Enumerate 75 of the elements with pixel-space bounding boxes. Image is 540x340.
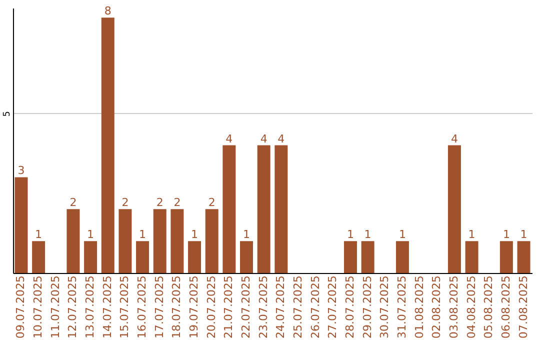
data-label: 1 [398,228,406,242]
x-tick-label: 04.08.2025 [464,276,478,338]
x-tick-label: 02.08.2025 [430,276,444,338]
bar [500,241,513,273]
bar [66,209,80,273]
data-label: 2 [156,196,164,210]
bar [257,145,270,273]
x-tick-label: 12.07.2025 [66,276,80,338]
bar [240,241,254,273]
x-tick-label: 26.07.2025 [308,276,322,338]
data-label: 1 [139,228,146,242]
x-tick-label: 15.07.2025 [118,276,132,338]
data-label: 1 [191,228,198,242]
x-tick-label: 19.07.2025 [188,276,201,338]
x-tick-label: 03.08.2025 [447,276,460,338]
x-tick-label: 01.08.2025 [412,276,426,338]
bar [118,209,132,273]
x-tick-label: 18.07.2025 [170,276,184,338]
bar [32,241,46,273]
data-label: 1 [364,228,372,242]
data-label: 8 [104,4,112,18]
x-tick-label: 20.07.2025 [204,276,218,338]
x-tick-label: 31.07.2025 [395,276,408,338]
bar [517,241,530,273]
bar [153,209,166,273]
x-tick-label: 05.08.2025 [482,276,496,338]
x-tick-label: 17.07.2025 [152,276,166,338]
data-label: 1 [502,228,510,242]
data-label: 4 [278,132,285,146]
x-tick-label: 14.07.2025 [100,276,114,338]
x-tick-label: 28.07.2025 [343,276,356,338]
y-tick-label: 5 [2,110,12,117]
x-tick-label: 16.07.2025 [136,276,149,338]
bar [448,145,461,273]
bar [465,241,478,273]
data-label: 1 [520,228,528,242]
bar [396,241,409,273]
x-tick-label: 27.07.2025 [326,276,340,338]
x-tick-label: 29.07.2025 [360,276,374,338]
bar [101,18,114,273]
bar [222,145,236,273]
x-tick-label: 21.07.2025 [222,276,236,338]
x-tick-label: 25.07.2025 [291,276,304,338]
bar [136,241,150,273]
data-label: 4 [260,132,268,146]
x-tick-label: 23.07.2025 [256,276,270,338]
data-label: 2 [208,196,216,210]
bar [361,241,374,273]
x-tick-label: 06.08.2025 [499,276,512,338]
bar [170,209,184,273]
x-tick-label: 10.07.2025 [32,276,45,338]
bar [344,241,357,273]
data-label: 1 [243,228,250,242]
data-label: 1 [468,228,476,242]
bar [84,241,98,273]
data-label: 3 [18,164,25,178]
data-label: 2 [122,196,129,210]
bar [188,241,202,273]
data-label: 2 [70,196,77,210]
data-label: 1 [35,228,42,242]
x-tick-label: 11.07.2025 [48,276,62,338]
data-label: 4 [450,132,458,146]
data-label: 1 [87,228,94,242]
bar [274,145,288,273]
data-label: 2 [174,196,181,210]
x-tick-label: 22.07.2025 [240,276,253,338]
data-label: 1 [346,228,354,242]
x-tick-label: 09.07.2025 [14,276,28,338]
x-tick-label: 24.07.2025 [274,276,288,338]
x-tick-label: 30.07.2025 [378,276,392,338]
bar [14,177,28,273]
bar [205,209,218,273]
x-tick-label: 13.07.2025 [84,276,97,338]
x-tick-label: 07.08.2025 [516,276,530,338]
data-label: 4 [226,132,233,146]
